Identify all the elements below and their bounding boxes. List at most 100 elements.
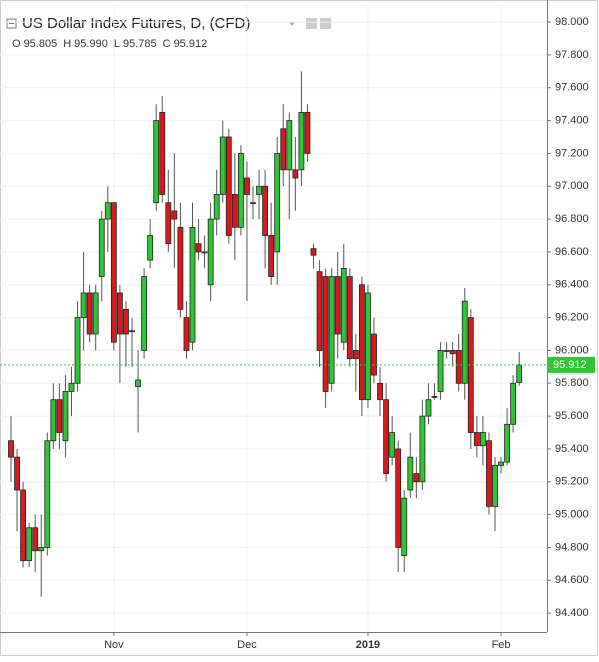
y-tick-label: 97.600 [555, 82, 589, 94]
dropdown[interactable] [289, 22, 295, 26]
candle-body [225, 136, 232, 236]
candle-body [153, 120, 160, 204]
candle-body [346, 276, 353, 360]
candle-body [492, 464, 498, 507]
candle-body [104, 202, 111, 220]
candle-body [419, 415, 426, 483]
candle-body [74, 317, 81, 384]
candle-body [38, 547, 45, 552]
candle-body [117, 292, 123, 335]
candle-body [479, 432, 486, 447]
ohlc-legend: O 95.805 H 95.990 L 95.785 C 95.912 [12, 38, 207, 50]
candle-body [322, 276, 329, 392]
x-tick-label: Feb [492, 639, 511, 651]
candle-body [310, 248, 317, 256]
candle-body [50, 399, 57, 442]
y-tick-label: 97.400 [555, 114, 589, 126]
candle-body [389, 432, 396, 458]
candle-body [449, 350, 456, 355]
candle-body [213, 194, 220, 220]
candle-body [26, 527, 33, 561]
candle-body [274, 153, 281, 253]
y-tick-label: 96.000 [555, 344, 589, 356]
y-tick-label: 97.200 [555, 147, 589, 159]
candle-body [292, 169, 299, 179]
candle-body [401, 497, 408, 557]
settings-button[interactable] [306, 18, 317, 29]
candle-body [195, 243, 202, 253]
candle-body [316, 271, 323, 351]
candle-body [431, 396, 438, 398]
legend-key: H [63, 38, 71, 50]
close-button[interactable] [320, 18, 331, 29]
y-tick-label: 94.800 [555, 541, 589, 553]
legend-value: 95.785 [123, 38, 157, 50]
candle-body [358, 284, 365, 401]
candle-body [280, 128, 287, 171]
candle-body [231, 194, 238, 228]
candle-body [340, 267, 347, 343]
candle-body [395, 448, 402, 548]
candle-body [298, 111, 305, 171]
candle-body [244, 177, 250, 195]
candle-body [201, 251, 208, 254]
candle-body [461, 300, 468, 384]
y-tick-label: 96.200 [555, 312, 589, 324]
y-tick-label: 94.600 [555, 574, 589, 586]
y-tick-label: 98.000 [555, 16, 589, 28]
candle-body [334, 276, 341, 335]
x-tick-label: Nov [104, 639, 124, 651]
candle-body [171, 210, 178, 220]
candle-body [14, 456, 20, 491]
candle-body [207, 218, 214, 286]
candle-body [159, 111, 166, 195]
candle-body [262, 185, 269, 236]
y-tick-label: 95.600 [555, 410, 589, 422]
legend-key: L [114, 38, 120, 50]
legend-key: O [12, 38, 21, 50]
candle-body [123, 308, 129, 335]
y-tick-label: 96.600 [555, 246, 589, 258]
candle-body [510, 382, 517, 425]
candle-body [407, 456, 414, 491]
candle-body [377, 382, 383, 401]
candle-body [98, 218, 105, 277]
price-tag-label: 95.912 [553, 359, 587, 371]
legend-value: 95.990 [74, 38, 108, 50]
candle-body [68, 382, 75, 392]
y-tick-label: 95.000 [555, 509, 589, 521]
candle-body [20, 489, 27, 561]
candle-body [250, 202, 256, 205]
legend-value: 95.912 [174, 38, 208, 50]
y-tick-label: 94.400 [555, 607, 589, 619]
legend-value: 95.805 [24, 38, 58, 50]
y-tick-label: 95.400 [555, 443, 589, 455]
y-tick-label: 96.800 [555, 213, 589, 225]
candle-body [183, 317, 190, 351]
candle-body [8, 440, 14, 458]
candle-body [425, 399, 432, 417]
y-tick-label: 97.800 [555, 49, 589, 61]
candle-body [486, 440, 492, 507]
candle-body [455, 350, 462, 384]
candle-body [219, 136, 226, 195]
candle-body [189, 226, 196, 343]
y-tick-label: 96.400 [555, 279, 589, 291]
candle-body [286, 120, 293, 171]
x-tick-label: Dec [237, 639, 257, 651]
candle-body [256, 185, 262, 195]
y-tick-label: 95.200 [555, 476, 589, 488]
candle-body [110, 202, 117, 343]
candle-body [467, 317, 474, 433]
candle-body [473, 432, 480, 447]
candle-body [328, 276, 335, 384]
candle-body [504, 423, 511, 463]
y-tick-label: 95.800 [555, 377, 589, 389]
candle-body [268, 235, 275, 277]
candle-body [141, 276, 148, 351]
candle-body [498, 461, 504, 466]
candle-body [56, 399, 63, 433]
collapse-box[interactable] [6, 18, 17, 29]
